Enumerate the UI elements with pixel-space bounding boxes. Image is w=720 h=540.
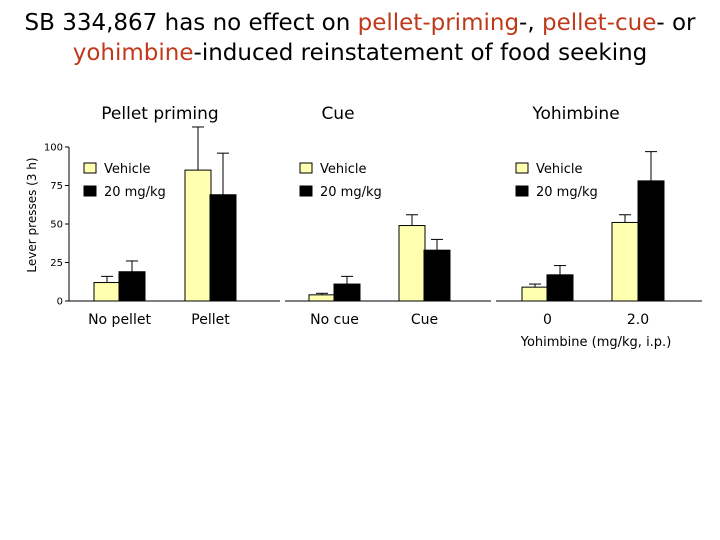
legend-label: 20 mg/kg — [536, 185, 598, 200]
y-tick-label: 0 — [57, 297, 63, 308]
bar — [209, 194, 237, 302]
title-segment: -induced reinstatement of food seeking — [193, 40, 648, 66]
legend-label: Vehicle — [104, 162, 151, 177]
y-tick-label: 75 — [50, 181, 63, 192]
bar — [521, 286, 549, 302]
category-label: 2.0 — [627, 312, 649, 328]
legend-label: Vehicle — [536, 162, 583, 177]
legend-swatch — [299, 185, 313, 197]
legend-swatch — [299, 162, 313, 174]
category-label: 0 — [543, 312, 552, 328]
slide-title: SB 334,867 has no effect on pellet-primi… — [0, 8, 720, 68]
category-label: Pellet — [191, 312, 230, 328]
title-segment: SB 334,867 has no effect on — [24, 10, 358, 36]
legend-swatch — [515, 185, 529, 197]
y-tick-label: 100 — [44, 143, 63, 154]
legend-swatch — [515, 162, 529, 174]
title-segment: yohimbine — [72, 40, 194, 66]
category-label: No cue — [310, 312, 359, 328]
y-axis-label: Lever presses (3 h) — [25, 157, 39, 272]
bar — [308, 294, 336, 302]
title-segment: pellet-cue — [541, 10, 657, 36]
bar — [118, 271, 146, 302]
bar — [611, 221, 639, 302]
legend-label: Vehicle — [320, 162, 367, 177]
x-axis-label: Yohimbine (mg/kg, i.p.) — [520, 335, 672, 350]
category-label: Cue — [411, 312, 438, 328]
bar — [637, 180, 665, 302]
legend-label: 20 mg/kg — [104, 185, 166, 200]
panel-title: Yohimbine — [531, 104, 619, 124]
title-segment: - or — [656, 10, 696, 36]
bar — [546, 274, 574, 302]
bar — [93, 282, 121, 302]
bar — [184, 169, 212, 302]
panel-title: Cue — [321, 104, 354, 124]
title-segment: pellet-priming — [357, 10, 520, 36]
legend-swatch — [83, 162, 97, 174]
bar — [423, 249, 451, 302]
panel-title: Pellet priming — [101, 104, 218, 124]
y-tick-label: 25 — [50, 258, 63, 269]
bar — [398, 225, 426, 302]
legend-label: 20 mg/kg — [320, 185, 382, 200]
category-label: No pellet — [88, 312, 151, 328]
legend-swatch — [83, 185, 97, 197]
y-tick-label: 50 — [50, 220, 63, 231]
title-segment: -, — [519, 10, 542, 36]
bar — [333, 283, 361, 302]
